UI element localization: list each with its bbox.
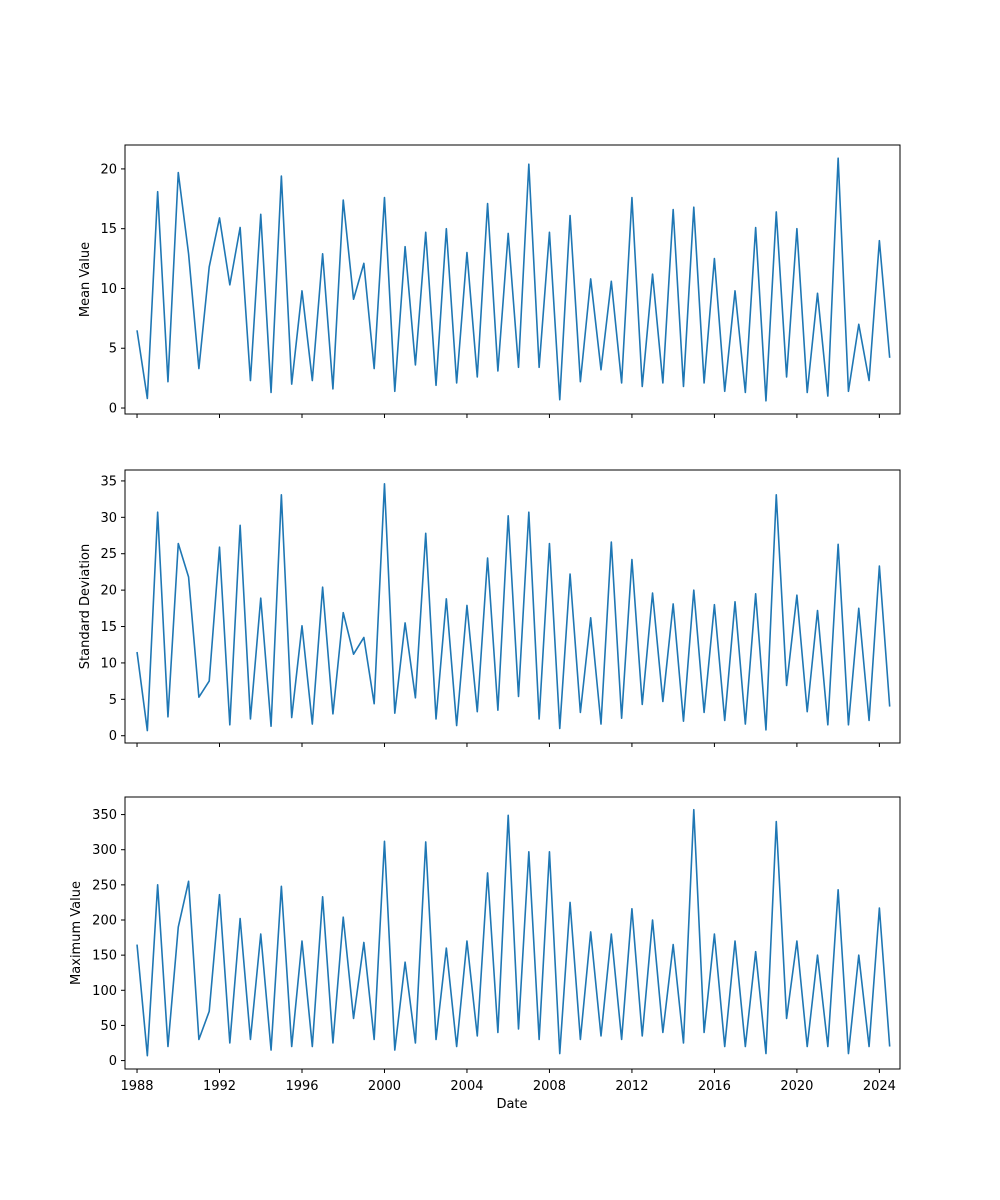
standard-deviation-y-tick-label: 35 xyxy=(100,474,117,489)
maximum-value-plot-frame xyxy=(124,796,901,1070)
standard-deviation-y-axis: 0 5 10 15 20 25 30 35 xyxy=(100,474,125,744)
maximum-value-y-tick-label: 200 xyxy=(92,913,117,928)
mean-value-panel: 0 5 10 15 20 Mean Value xyxy=(78,144,901,418)
mean-value-plot-frame xyxy=(124,144,901,415)
maximum-value-y-tick-label: 100 xyxy=(92,984,117,999)
maximum-value-y-axis: 0 50 100 150 200 250 300 350 xyxy=(92,808,125,1069)
maximum-value-y-tick-label: 250 xyxy=(92,878,117,893)
standard-deviation-y-tick-label: 30 xyxy=(100,511,117,526)
x-tick-label: 2008 xyxy=(533,1079,566,1094)
maximum-value-panel: 0 50 100 150 200 250 300 350 1988 1992 1996 2000 20… xyxy=(69,796,901,1112)
mean-value-x-axis xyxy=(136,414,880,418)
mean-value-y-tick-label: 20 xyxy=(100,162,117,177)
mean-value-y-tick-label: 5 xyxy=(109,342,117,357)
standard-deviation-marks xyxy=(136,483,891,732)
mean-value-y-tick-label: 10 xyxy=(100,282,117,297)
standard-deviation-y-tick-label: 0 xyxy=(109,729,117,744)
standard-deviation-panel: 0 5 10 15 20 25 30 35 Standard Deviation xyxy=(78,469,901,747)
x-tick-label: 1996 xyxy=(285,1079,318,1094)
standard-deviation-y-tick-label: 15 xyxy=(100,620,117,635)
mean-value-y-axis-label: Mean Value xyxy=(78,242,93,317)
x-tick-label: 2016 xyxy=(698,1079,731,1094)
maximum-value-y-tick-label: 150 xyxy=(92,949,117,964)
x-tick-label: 2020 xyxy=(780,1079,813,1094)
x-tick-label: 2000 xyxy=(368,1079,401,1094)
maximum-value-y-axis-label: Maximum Value xyxy=(69,881,84,985)
maximum-value-y-tick-label: 350 xyxy=(92,808,117,823)
maximum-value-y-tick-label: 0 xyxy=(109,1054,117,1069)
x-tick-label: 2004 xyxy=(450,1079,483,1094)
mean-value-y-tick-label: 15 xyxy=(100,222,117,237)
mean-value-marks xyxy=(136,157,891,402)
maximum-value-series-line xyxy=(136,808,891,1057)
standard-deviation-y-tick-label: 25 xyxy=(100,547,117,562)
x-tick-label: 1988 xyxy=(120,1079,153,1094)
x-tick-label: 2024 xyxy=(863,1079,896,1094)
maximum-value-x-axis: 1988 1992 1996 2000 2004 2008 2012 2016 2020 2024 xyxy=(120,1069,896,1094)
standard-deviation-y-tick-label: 5 xyxy=(109,693,117,708)
standard-deviation-y-tick-label: 10 xyxy=(100,656,117,671)
mean-value-y-axis: 0 5 10 15 20 xyxy=(100,162,125,417)
maximum-value-marks xyxy=(136,808,891,1057)
mean-value-series-line xyxy=(136,157,891,402)
maximum-value-y-tick-label: 50 xyxy=(100,1019,117,1034)
standard-deviation-x-axis xyxy=(136,743,880,747)
standard-deviation-y-axis-label: Standard Deviation xyxy=(78,544,93,669)
standard-deviation-series-line xyxy=(136,483,891,732)
x-tick-label: 1992 xyxy=(203,1079,236,1094)
x-tick-label: 2012 xyxy=(615,1079,648,1094)
standard-deviation-plot-frame xyxy=(124,469,901,744)
standard-deviation-y-tick-label: 20 xyxy=(100,584,117,599)
maximum-value-y-tick-label: 300 xyxy=(92,843,117,858)
mean-value-y-tick-label: 0 xyxy=(109,402,117,417)
x-axis-label: Date xyxy=(496,1097,527,1112)
